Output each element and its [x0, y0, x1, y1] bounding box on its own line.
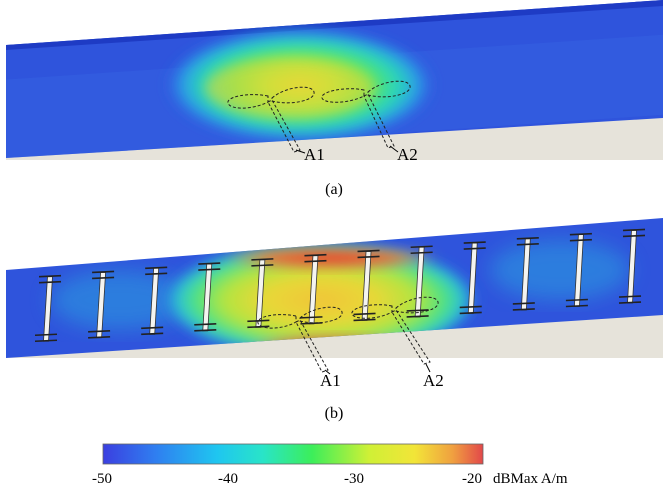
metal-strip [194, 262, 221, 332]
caption-a: (a) [325, 181, 343, 198]
port-label-a2: A2 [397, 145, 418, 164]
colorbar: -50 -40 -30 -20 dBMax A/m [92, 443, 568, 487]
metal-strip [141, 266, 168, 336]
panel-b: A1 A2 (b) [6, 218, 663, 422]
metal-strip [459, 241, 486, 315]
port-label-a1: A1 [304, 145, 325, 164]
colorbar-tick-1: -50 [92, 471, 112, 487]
metal-strip [406, 245, 433, 318]
caption-b: (b) [325, 405, 344, 422]
field-hotspot-b [160, 240, 480, 358]
antenna-a1-outline [227, 86, 315, 153]
port-label-b1: A1 [320, 371, 341, 390]
port-label-b2: A2 [423, 371, 444, 390]
antenna-b1-outline [257, 306, 343, 373]
antenna-a2-outline [321, 80, 411, 149]
colorbar-unit: dBMax A/m [493, 471, 568, 487]
board-edge-a [6, 0, 663, 50]
metal-strip-array [34, 228, 646, 343]
metal-strip [618, 228, 646, 304]
metal-strip [353, 249, 380, 322]
metal-strip [512, 237, 539, 311]
colorbar-tick-4: -20 [462, 471, 482, 487]
colorbar-gradient [102, 443, 484, 465]
panel-a: A1 A2 (a) [6, 0, 663, 198]
metal-strip [88, 270, 115, 339]
colorbar-tick-2: -40 [218, 471, 238, 487]
colorbar-tick-3: -30 [344, 471, 364, 487]
metal-strip [565, 232, 592, 308]
metal-strip [34, 274, 62, 343]
metal-strip [300, 253, 327, 325]
antenna-b2-outline [351, 296, 439, 365]
metal-strip [247, 258, 274, 329]
